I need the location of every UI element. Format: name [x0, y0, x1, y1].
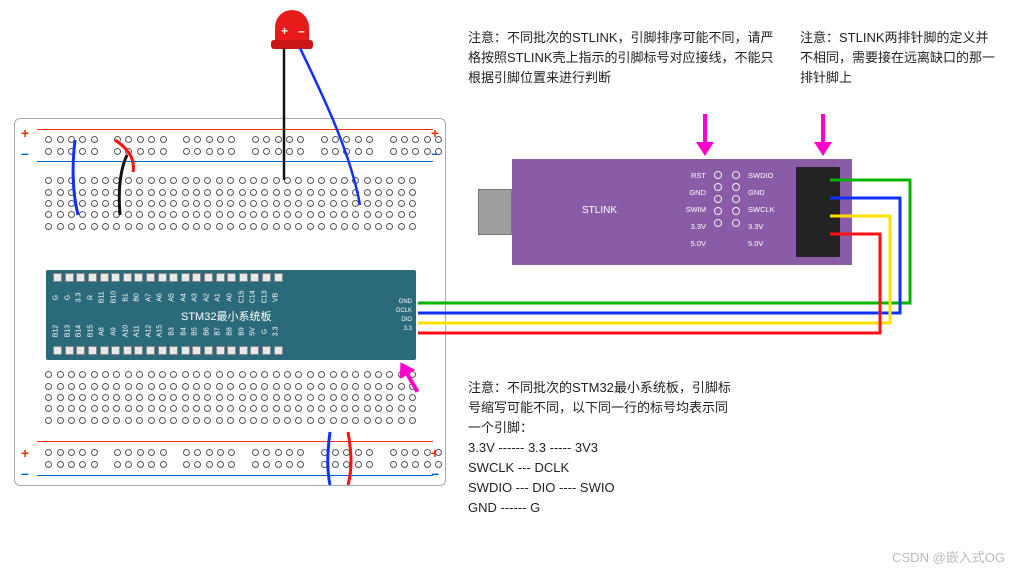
stlink-holes-left — [712, 167, 724, 231]
stlink-holes-right — [730, 167, 742, 231]
note-l1: 注意：不同批次的STM32最小系统板，引脚标 — [468, 378, 828, 398]
note-pin-aliases: 注意：不同批次的STM32最小系统板，引脚标 号缩写可能不同，以下同一行的标号均… — [468, 378, 828, 518]
rail-red-bot — [37, 441, 433, 442]
note-l7: GND ------ G — [468, 498, 828, 518]
field-holes-top — [43, 175, 418, 232]
note-stlink-header: 注意：STLINK两排针脚的定义并不相同，需要接在远离缺口的那一排针脚上 — [800, 28, 1000, 88]
stm32-board: GG3.3RB11B10B1B0A7A6A5A4A3A2A1A0C15C14C1… — [46, 270, 416, 360]
stlink-usb — [478, 189, 512, 235]
stm32-pins-bot — [52, 346, 284, 355]
led-base — [271, 40, 313, 49]
watermark: CSDN @嵌入式OG — [892, 547, 1005, 566]
rail-plus-top: + — [21, 125, 29, 141]
rail-plus-bot: + — [21, 445, 29, 461]
stlink-header-holes-l — [800, 167, 812, 231]
rail-minus-top: – — [21, 145, 29, 161]
led-minus: – — [298, 24, 305, 38]
arrow-to-stlink-labels — [696, 114, 714, 156]
note-l6: SWDIO --- DIO ---- SWIO — [468, 478, 828, 498]
stlink-name: STLINK — [582, 205, 617, 216]
stm32-side-labels: GNDDCLKDIO3.3 — [396, 298, 412, 334]
rail-holes-bot — [43, 447, 444, 470]
stlink-device: STLINK RSTGNDSWIM3.3V5.0V SWDIOGNDSWCLK3… — [512, 159, 852, 265]
led-plus: + — [281, 24, 288, 38]
stlink-left-labels: RSTGNDSWIM3.3V5.0V — [672, 171, 706, 256]
stm32-pins-top — [52, 273, 284, 282]
rail-blue-bot — [37, 475, 433, 476]
rail-minus-bot: – — [21, 465, 29, 481]
rail-red-top — [37, 129, 433, 130]
rail-holes-top — [43, 134, 444, 157]
rail-blue-top — [37, 161, 433, 162]
stlink-header-holes-r — [820, 167, 832, 231]
stm32-labels-top: GG3.3RB11B10B1B0A7A6A5A4A3A2A1A0C15C14C1… — [50, 294, 282, 301]
note-l4: 3.3V ------ 3.3 ----- 3V3 — [468, 438, 828, 458]
stlink-right-labels: SWDIOGNDSWCLK3.3V5.0V — [748, 171, 788, 256]
note-l5: SWCLK --- DCLK — [468, 458, 828, 478]
note-stlink-batch: 注意：不同批次的STLINK，引脚排序可能不同，请严格按照STLINK壳上指示的… — [468, 28, 776, 88]
arrow-to-stlink-header — [814, 114, 832, 156]
schematic-canvas: { "layout": { "width": 1015, "height": 5… — [0, 0, 1015, 572]
stm32-labels-bot: B12B13B14B15A8A9A10A11A12A15B3B4B5B6B7B8… — [50, 328, 282, 335]
note-l2: 号缩写可能不同，以下同一行的标号均表示同 — [468, 398, 828, 418]
field-holes-bot — [43, 369, 418, 426]
stm32-title: STM32最小系统板 — [181, 308, 271, 324]
note-l3: 一个引脚： — [468, 418, 828, 438]
